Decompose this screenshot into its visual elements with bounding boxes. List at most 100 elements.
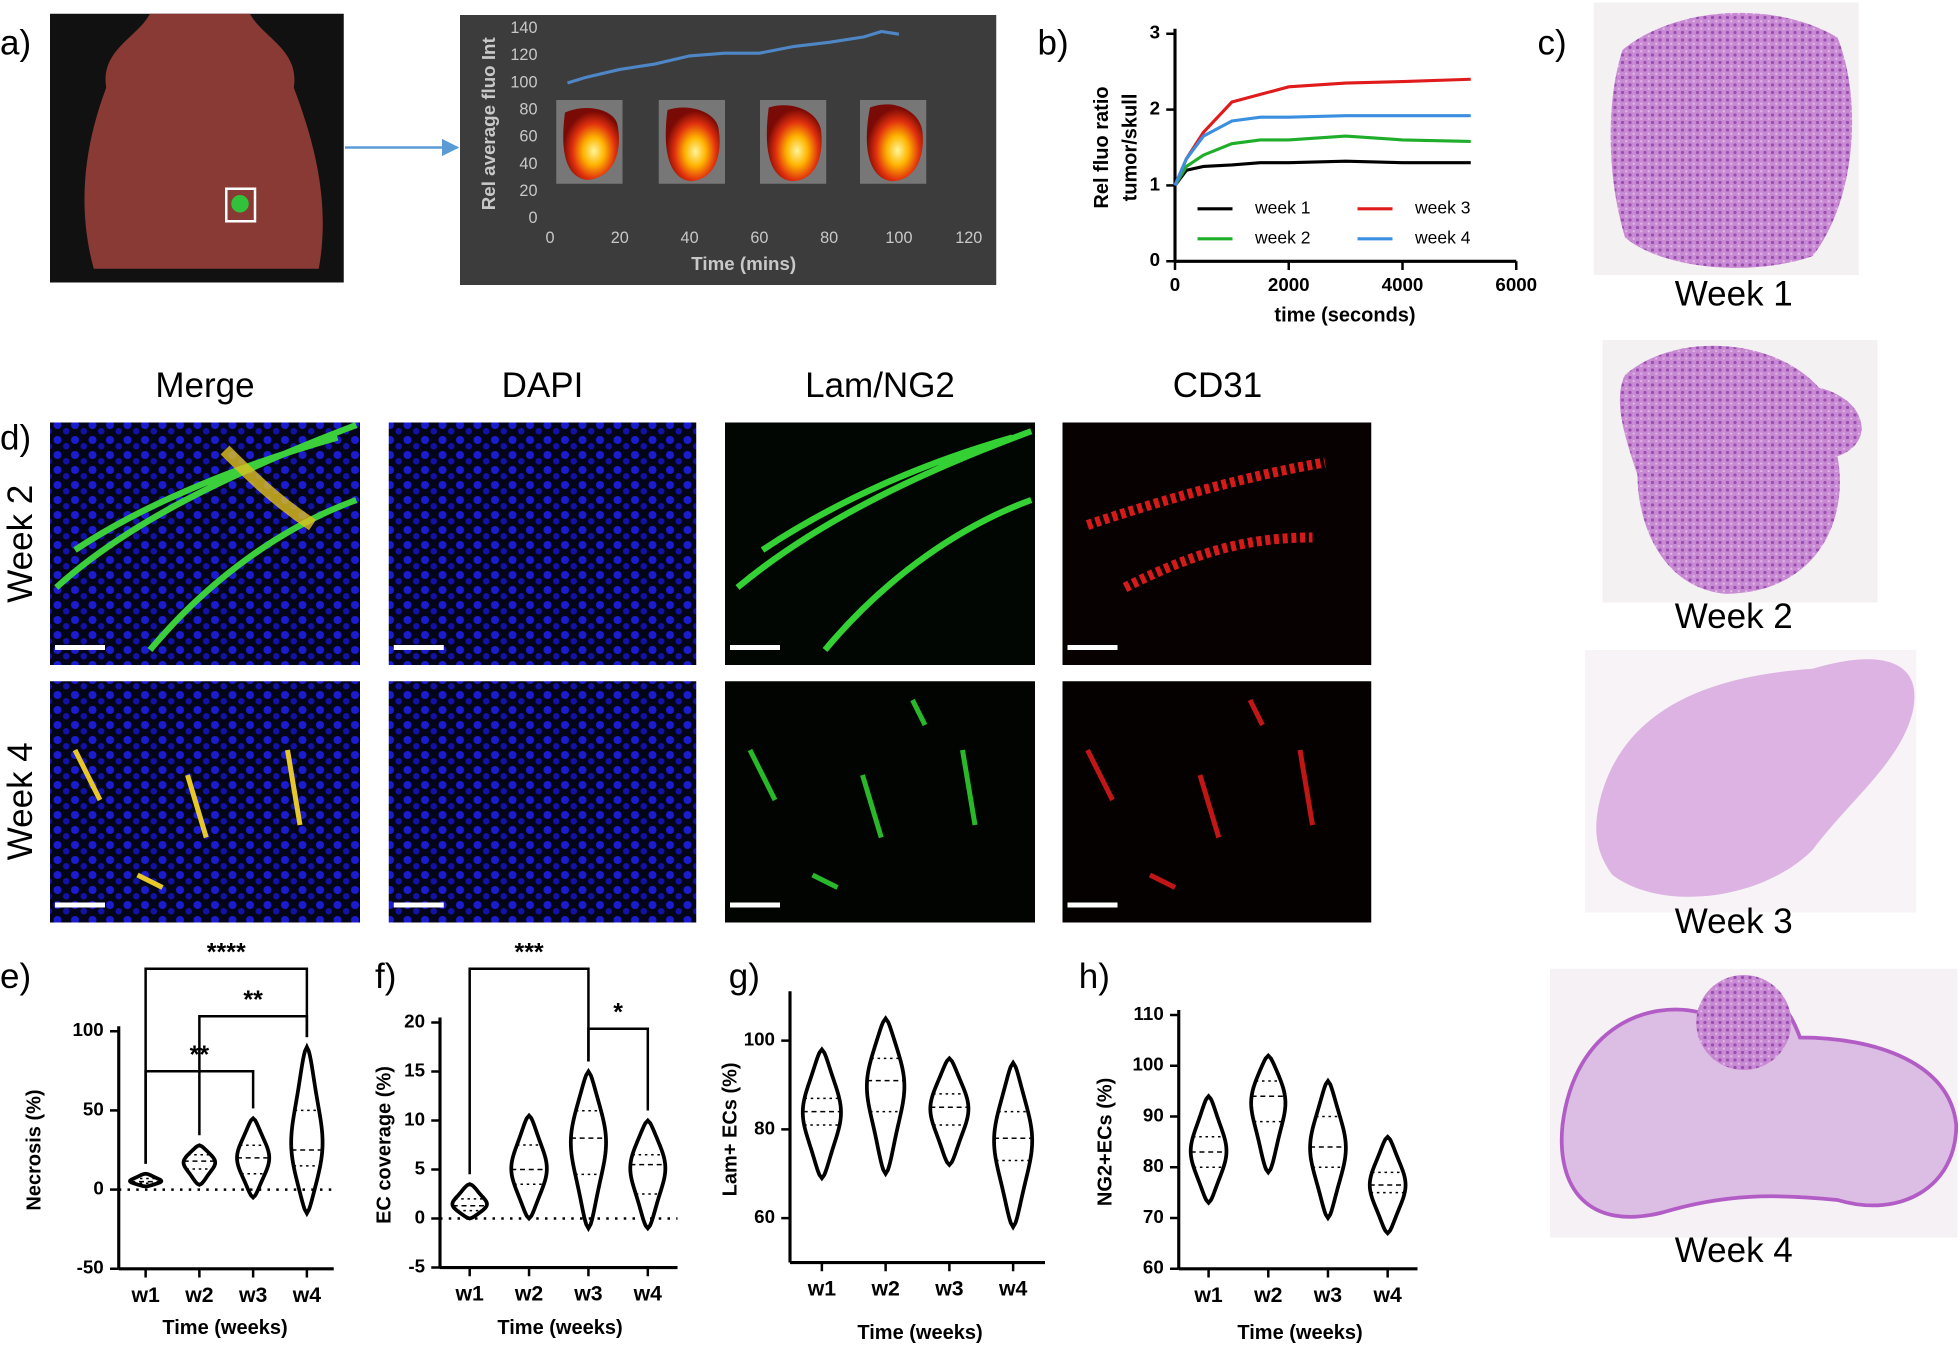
violin (992, 1059, 1035, 1231)
y-tick-label: 20 (404, 1010, 425, 1031)
violin (1308, 1077, 1348, 1222)
x-tick-label: 20 (611, 229, 629, 247)
line (566, 29, 900, 85)
x-tick-label: 6000 (1495, 274, 1537, 295)
legend-label: week 2 (1254, 227, 1310, 247)
x-tick-label: w2 (184, 1283, 213, 1307)
x-tick-label: w2 (514, 1282, 543, 1306)
histology-label: Week 4 (1675, 1231, 1793, 1270)
line (1173, 77, 1471, 187)
x-tick-label: 2000 (1268, 274, 1310, 295)
significance-label: * (613, 998, 623, 1026)
legend-label: week 4 (1414, 227, 1471, 247)
x-axis-label: Time (weeks) (1237, 1322, 1362, 1344)
panel-label: c) (1538, 23, 1567, 62)
x-tick-label: w4 (998, 1277, 1028, 1301)
legend-label: week 1 (1254, 197, 1310, 217)
y-tick-label: 80 (754, 1117, 775, 1138)
panel-label: h) (1079, 957, 1110, 996)
y-tick-label: -50 (77, 1257, 104, 1278)
y-axis-label: NG2+ECs (%) (1095, 1078, 1117, 1206)
line (1173, 159, 1471, 187)
x-axis-label: Time (weeks) (857, 1322, 982, 1344)
significance-label: *** (514, 938, 543, 966)
significance-bracket (468, 967, 590, 1175)
y-axis-label: tumor/skull (1120, 94, 1142, 202)
significance-label: **** (207, 938, 246, 966)
x-tick-label: w3 (238, 1283, 268, 1307)
x-tick-label: w1 (130, 1283, 160, 1307)
y-tick-label: 100 (510, 73, 537, 91)
panel-label: a) (0, 23, 31, 62)
y-tick-label: 5 (415, 1157, 425, 1178)
y-axis-label: EC coverage (%) (373, 1066, 395, 1224)
y-tick-label: 2 (1150, 98, 1160, 119)
y-tick-label: 1 (1150, 173, 1160, 194)
y-tick-label: 20 (519, 182, 537, 200)
y-tick-label: 0 (1150, 249, 1160, 270)
x-tick-label: 60 (750, 229, 768, 247)
row-label: Week 2 (1, 485, 40, 603)
y-tick-label: 15 (404, 1059, 425, 1080)
significance-label: ** (243, 986, 263, 1014)
y-tick-label: 110 (1134, 1003, 1164, 1024)
y-axis-label: Rel average fluo Int (478, 37, 499, 211)
y-tick-label: 120 (510, 46, 537, 64)
microscopy (50, 422, 1372, 923)
violin (928, 1055, 971, 1168)
x-axis-label: Time (weeks) (162, 1317, 287, 1339)
x-axis-label: time (seconds) (1274, 305, 1415, 327)
x-tick-label: w2 (1253, 1283, 1282, 1307)
x-tick-label: w3 (1313, 1283, 1343, 1307)
x-tick-label: w3 (934, 1277, 964, 1301)
y-tick-label: 100 (1132, 1054, 1163, 1075)
legend-label: week 3 (1414, 197, 1470, 217)
panel-label: e) (0, 957, 31, 996)
column-header: CD31 (1173, 366, 1262, 405)
x-axis-label: Time (weeks) (497, 1317, 622, 1339)
panel-label: d) (0, 418, 31, 457)
violin (1367, 1134, 1408, 1236)
violin (568, 1067, 608, 1233)
y-tick-label: 0 (415, 1206, 425, 1227)
heatmaps (556, 100, 927, 184)
panel-label: g) (729, 957, 760, 996)
x-tick-label: 80 (820, 229, 838, 247)
violin (800, 1046, 843, 1182)
line (1173, 114, 1471, 187)
y-tick-label: 10 (404, 1108, 425, 1129)
column-header: Merge (155, 366, 254, 405)
x-tick-label: 0 (1170, 274, 1180, 295)
y-tick-label: 0 (93, 1178, 103, 1199)
violin (289, 1042, 325, 1218)
column-header: Lam/NG2 (805, 366, 955, 405)
x-tick-label: w1 (455, 1282, 485, 1306)
significance-bracket (144, 1070, 255, 1164)
violin (628, 1117, 668, 1232)
histology-label: Week 2 (1675, 597, 1793, 636)
column-header: DAPI (502, 366, 584, 405)
histology-label: Week 3 (1675, 902, 1793, 941)
y-tick-label: 60 (754, 1206, 775, 1227)
y-axis-label: Lam+ ECs (%) (720, 1062, 742, 1196)
line (1173, 134, 1471, 187)
x-tick-label: w1 (807, 1277, 837, 1301)
violin (1249, 1052, 1288, 1176)
histology-label: Week 1 (1675, 275, 1793, 314)
x-tick-label: w3 (573, 1282, 603, 1306)
row-label: Week 4 (1, 742, 40, 860)
violin (1188, 1093, 1229, 1206)
significance-bracket (144, 967, 309, 1164)
x-tick-label: 100 (885, 229, 912, 247)
x-tick-label: w2 (870, 1277, 899, 1301)
y-tick-label: 80 (1143, 1155, 1164, 1176)
violin (450, 1182, 489, 1221)
violin (181, 1143, 218, 1187)
x-tick-label: 4000 (1382, 274, 1424, 295)
significance-bracket (587, 1027, 650, 1111)
y-tick-label: 40 (519, 155, 537, 173)
x-tick-label: w1 (1193, 1283, 1223, 1307)
y-axis-label: Rel fluo ratio (1091, 86, 1113, 208)
y-tick-label: 100 (72, 1019, 103, 1040)
